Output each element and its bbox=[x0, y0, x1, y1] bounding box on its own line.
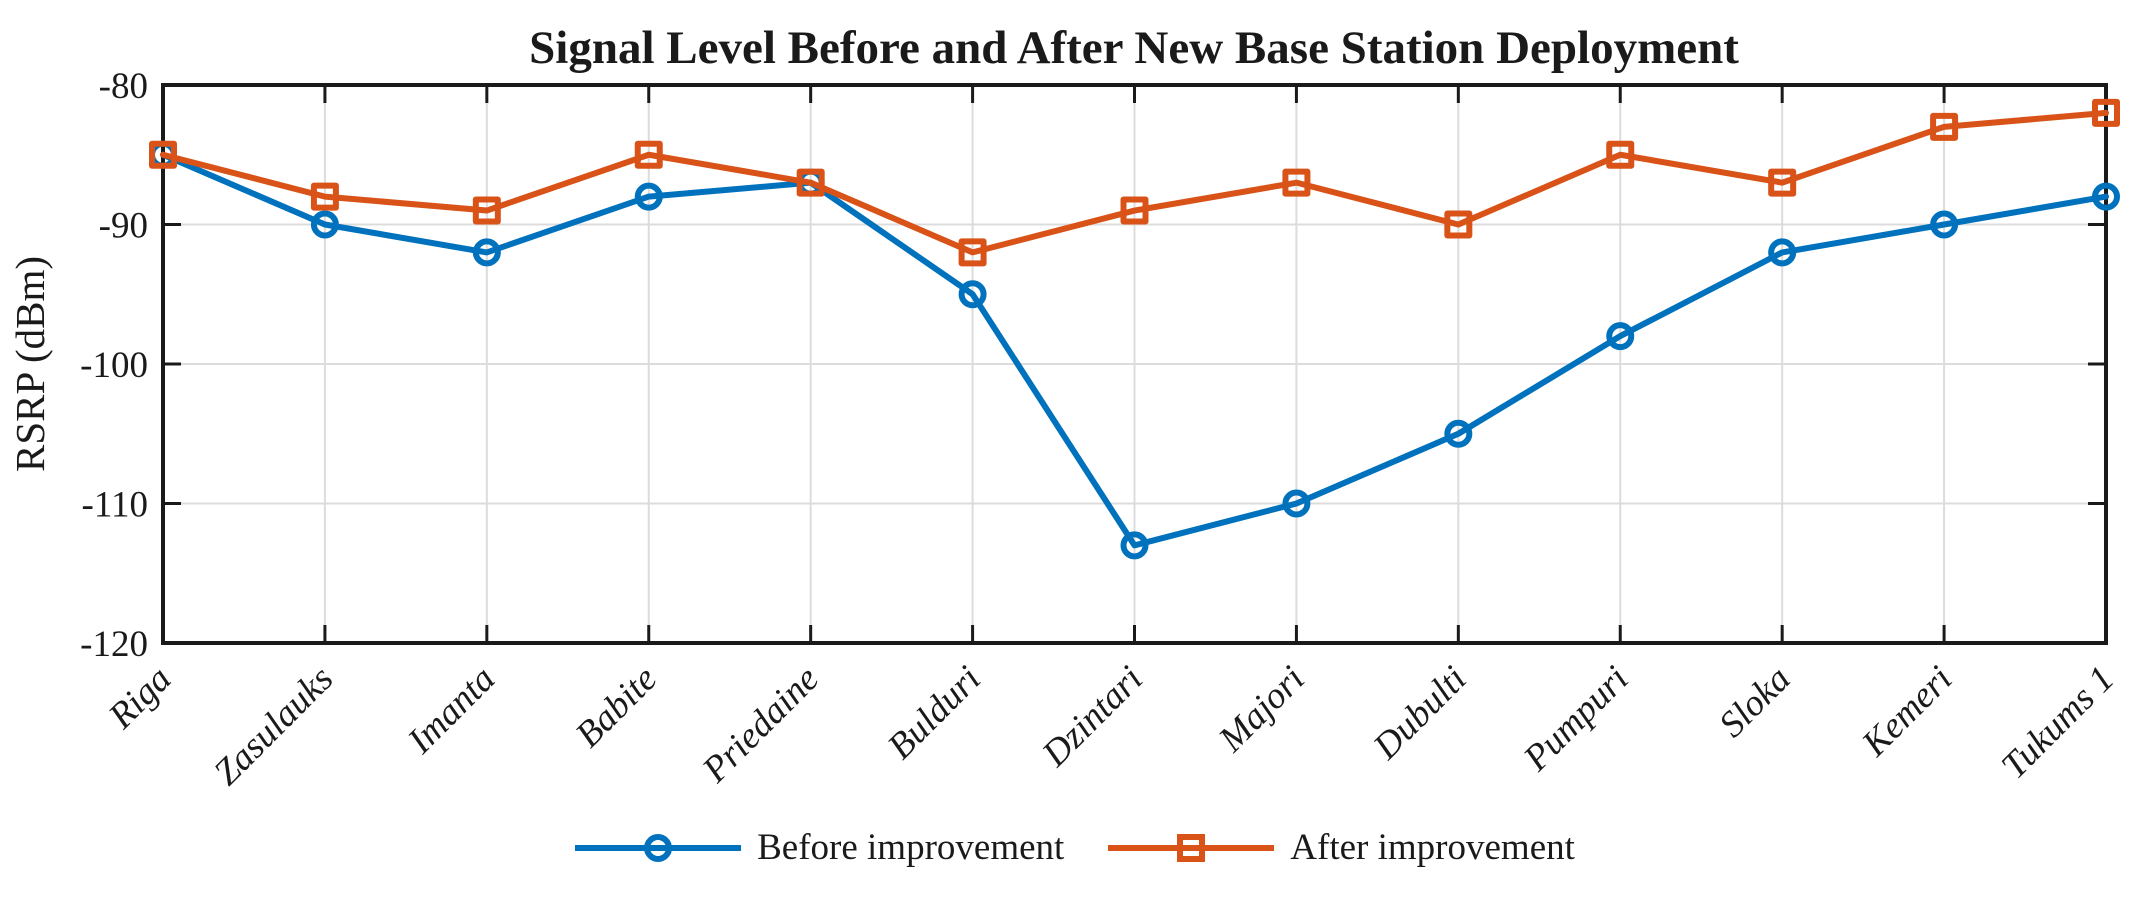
legend-sample-0 bbox=[575, 833, 742, 862]
y-tick-label: -100 bbox=[80, 345, 148, 386]
y-tick-label: -80 bbox=[99, 66, 148, 107]
x-tick-label: Majori bbox=[1210, 658, 1312, 760]
x-tick-label-group: Priedaine bbox=[694, 658, 827, 791]
y-tick-label: -110 bbox=[82, 485, 148, 526]
data-point-marker-square bbox=[1120, 196, 1149, 225]
x-tick-label-group: Dubulti bbox=[1365, 658, 1475, 768]
data-point-marker-square bbox=[1930, 112, 1959, 141]
data-point-marker-square bbox=[149, 140, 177, 169]
legend-sample-1 bbox=[1108, 833, 1275, 862]
chart-legend: Before improvement After improvement bbox=[0, 826, 2148, 869]
series-line-after-improvement bbox=[160, 109, 2109, 256]
legend-marker-circle bbox=[644, 833, 673, 862]
x-tick-label-group: Majori bbox=[1210, 658, 1312, 760]
x-tick-label: Priedaine bbox=[694, 658, 827, 791]
x-tick-label: Pumpuri bbox=[1515, 658, 1636, 779]
legend-label-before-improvement: Before improvement bbox=[757, 827, 1065, 868]
series-after-improvement bbox=[149, 98, 2120, 267]
x-tick-label: Zasulauks bbox=[206, 658, 341, 793]
legend-line-square-marker-icon bbox=[1108, 833, 1275, 862]
data-point-marker-circle bbox=[1444, 419, 1473, 448]
data-point-marker-square bbox=[1606, 140, 1635, 169]
series-before-improvement bbox=[149, 140, 2120, 560]
data-point-marker-circle bbox=[1606, 322, 1635, 351]
x-tick-label-group: Riga bbox=[100, 658, 179, 737]
x-tick-label-group: Kemeri bbox=[1854, 658, 1961, 765]
x-tick-label: Dubulti bbox=[1365, 658, 1475, 768]
data-point-marker-circle bbox=[1282, 489, 1311, 518]
legend-entry-after-improvement: After improvement bbox=[1106, 826, 1575, 869]
x-tick-label: Dzintari bbox=[1034, 658, 1151, 775]
y-tick-label: -90 bbox=[99, 206, 148, 247]
data-point-marker-circle bbox=[1930, 210, 1959, 239]
data-point-marker-circle bbox=[310, 210, 339, 239]
x-tick-label: Riga bbox=[100, 658, 179, 737]
x-tick-label: Tukums 1 bbox=[1994, 658, 2123, 787]
x-tick-label-group: Tukums 1 bbox=[1994, 658, 2123, 787]
data-point-marker-circle bbox=[472, 238, 501, 267]
y-axis-label: RSRP (dBm) bbox=[7, 256, 53, 472]
data-point-marker-square bbox=[1282, 168, 1311, 197]
x-tick-label-group: Sloka bbox=[1711, 658, 1798, 745]
axis-ticks bbox=[161, 83, 2108, 645]
chart-title: Signal Level Before and After New Base S… bbox=[529, 22, 1739, 74]
legend-marker-square bbox=[1177, 833, 1206, 862]
data-point-marker-square bbox=[310, 182, 339, 211]
data-point-marker-circle bbox=[634, 182, 663, 211]
x-tick-label: Kemeri bbox=[1854, 658, 1961, 765]
axis-box bbox=[161, 83, 2108, 645]
x-tick-label: Sloka bbox=[1711, 658, 1798, 745]
legend-line-circle-marker-icon bbox=[575, 833, 742, 862]
x-tick-label-group: Pumpuri bbox=[1515, 658, 1636, 779]
data-point-marker-square bbox=[1444, 210, 1473, 239]
data-point-marker-square bbox=[472, 196, 501, 225]
series-line-before-improvement bbox=[160, 151, 2109, 549]
legend-entry-before-improvement: Before improvement bbox=[573, 826, 1064, 869]
data-point-marker-circle bbox=[2092, 182, 2120, 211]
data-point-marker-circle bbox=[1768, 238, 1797, 267]
legend-label-after-improvement: After improvement bbox=[1290, 827, 1575, 868]
x-tick-label-group: Bulduri bbox=[880, 658, 989, 767]
data-point-marker-circle bbox=[1120, 531, 1149, 560]
x-tick-label-group: Dzintari bbox=[1034, 658, 1151, 775]
x-tick-label: Bulduri bbox=[880, 658, 989, 767]
data-point-marker-square bbox=[796, 168, 825, 197]
data-point-marker-circle bbox=[958, 280, 987, 309]
data-point-marker-square bbox=[634, 140, 663, 169]
data-point-marker-square bbox=[958, 238, 987, 267]
data-point-marker-square bbox=[1768, 168, 1797, 197]
y-tick-label: -120 bbox=[80, 624, 148, 665]
x-tick-label-group: Babite bbox=[568, 658, 665, 755]
x-tick-label-group: Imanta bbox=[399, 658, 503, 762]
data-point-marker-square bbox=[2092, 98, 2120, 127]
x-tick-label: Imanta bbox=[399, 658, 503, 762]
x-tick-label: Babite bbox=[568, 658, 665, 755]
x-tick-label-group: Zasulauks bbox=[206, 658, 341, 793]
